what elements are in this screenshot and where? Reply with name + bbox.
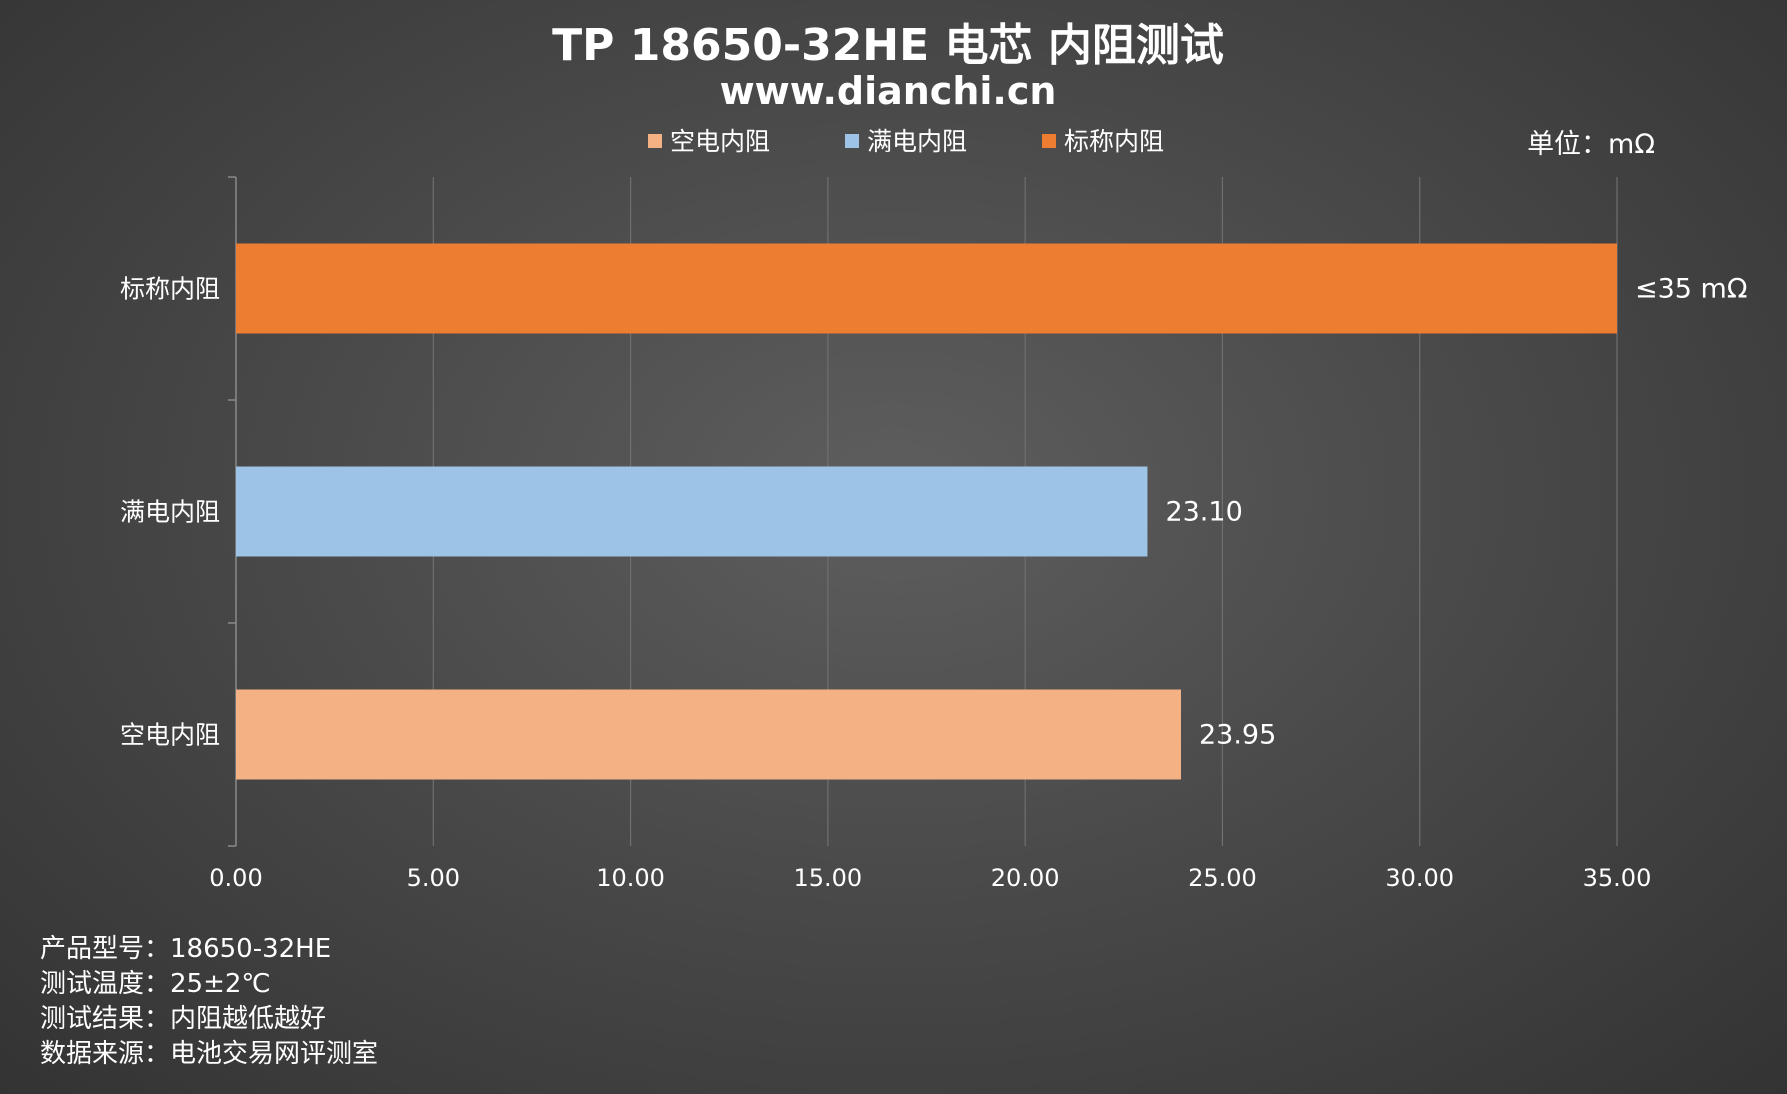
category-label: 空电内阻 <box>120 721 220 750</box>
bar-1 <box>236 243 1617 334</box>
x-tick-label: 30.00 <box>1385 864 1454 892</box>
x-tick-label: 35.00 <box>1583 864 1652 892</box>
legend-swatch <box>648 134 662 148</box>
unit-label: 单位：mΩ <box>1527 129 1655 160</box>
x-tick-label: 5.00 <box>407 864 460 892</box>
note-source: 数据来源：电池交易网评测室 <box>40 1039 379 1069</box>
y-axis <box>228 176 237 847</box>
chart-subtitle: www.dianchi.cn <box>720 69 1057 113</box>
legend-label: 标称内阻 <box>1064 127 1164 156</box>
category-label: 满电内阻 <box>120 498 220 527</box>
x-tick-label: 10.00 <box>596 864 665 892</box>
x-tick-label: 0.00 <box>209 864 262 892</box>
x-tick-label: 20.00 <box>991 864 1060 892</box>
legend: 空电内阻 满电内阻 标称内阻 <box>648 127 1164 156</box>
note-model: 产品型号：18650-32HE <box>40 934 332 964</box>
bars: 标称内阻 ≤35 mΩ 满电内阻 23.10 空电内阻 23.95 <box>120 243 1748 780</box>
x-tick-label: 25.00 <box>1188 864 1257 892</box>
x-tick-label: 15.00 <box>793 864 862 892</box>
bar-2 <box>236 466 1148 557</box>
note-result: 测试结果：内阻越低越好 <box>40 1004 327 1034</box>
note-temperature: 测试温度：25±2℃ <box>40 969 271 999</box>
legend-label: 满电内阻 <box>867 127 967 156</box>
notes: 产品型号：18650-32HE 测试温度：25±2℃ 测试结果：内阻越低越好 数… <box>40 932 378 1072</box>
data-label: ≤35 mΩ <box>1635 274 1748 305</box>
chart-title: TP 18650-32HE 电芯 内阻测试 <box>552 20 1224 71</box>
data-label: 23.10 <box>1165 497 1242 528</box>
legend-swatch <box>1042 134 1056 148</box>
data-label: 23.95 <box>1199 720 1276 751</box>
category-label: 标称内阻 <box>120 275 220 304</box>
legend-swatch <box>845 134 859 148</box>
legend-label: 空电内阻 <box>670 127 770 156</box>
bar-3 <box>236 689 1181 780</box>
x-axis-labels: 0.00 5.00 10.00 15.00 20.00 25.00 30.00 35.00 <box>209 864 1651 892</box>
